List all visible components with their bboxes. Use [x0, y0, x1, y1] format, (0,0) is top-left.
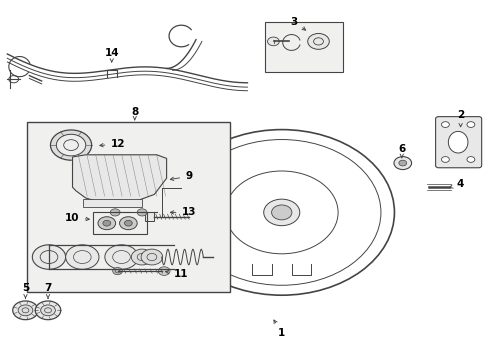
Circle shape	[18, 305, 33, 316]
Circle shape	[264, 199, 300, 226]
Circle shape	[308, 33, 329, 49]
Text: 13: 13	[171, 207, 196, 217]
Circle shape	[141, 249, 163, 265]
Text: 2: 2	[457, 110, 464, 127]
FancyBboxPatch shape	[436, 117, 482, 168]
Text: 6: 6	[398, 144, 405, 158]
Circle shape	[41, 305, 55, 316]
Bar	[93, 212, 147, 234]
Circle shape	[66, 245, 99, 269]
Text: 5: 5	[22, 283, 29, 298]
Text: 14: 14	[104, 48, 119, 62]
Circle shape	[32, 245, 66, 269]
Text: 8: 8	[131, 107, 138, 120]
Circle shape	[467, 157, 475, 162]
Circle shape	[394, 157, 412, 170]
Polygon shape	[73, 155, 167, 202]
Circle shape	[13, 301, 38, 320]
Circle shape	[158, 267, 170, 275]
Circle shape	[124, 220, 132, 226]
Circle shape	[103, 220, 111, 226]
Circle shape	[441, 157, 449, 162]
Bar	[83, 199, 142, 207]
Bar	[145, 212, 154, 221]
Circle shape	[120, 217, 137, 230]
Circle shape	[137, 209, 147, 216]
Text: 10: 10	[65, 213, 89, 223]
Circle shape	[399, 160, 407, 166]
Circle shape	[131, 249, 153, 265]
Circle shape	[467, 122, 475, 127]
Circle shape	[105, 245, 138, 269]
Text: 1: 1	[274, 320, 285, 338]
Text: 7: 7	[44, 283, 52, 298]
Text: 9: 9	[171, 171, 192, 181]
Ellipse shape	[448, 131, 468, 153]
Circle shape	[98, 217, 116, 230]
Bar	[27, 122, 230, 292]
Text: 11: 11	[166, 269, 189, 279]
Circle shape	[268, 37, 279, 46]
Circle shape	[56, 134, 86, 156]
Circle shape	[113, 267, 122, 275]
Text: 12: 12	[100, 139, 125, 149]
Circle shape	[441, 122, 449, 127]
Circle shape	[271, 205, 292, 220]
Circle shape	[35, 301, 61, 320]
Bar	[265, 22, 343, 72]
Circle shape	[110, 209, 120, 216]
Text: 4: 4	[449, 179, 465, 189]
Circle shape	[50, 130, 92, 160]
Text: 3: 3	[291, 17, 306, 30]
